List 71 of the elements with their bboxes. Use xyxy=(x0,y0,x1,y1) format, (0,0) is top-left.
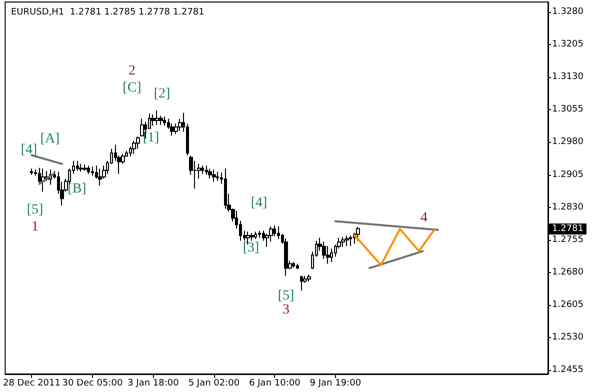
annotation: [5] xyxy=(26,202,44,218)
x-tick-label: 28 Dec 2011 xyxy=(2,378,60,388)
candlestick xyxy=(326,245,330,264)
y-tick-label: 1.3205 xyxy=(552,40,584,50)
candlestick xyxy=(296,263,299,270)
candlestick xyxy=(98,168,102,186)
candlestick xyxy=(277,226,280,240)
annotation: [5] xyxy=(278,288,294,304)
annotation: [B] xyxy=(68,182,86,196)
candlestick xyxy=(87,165,90,174)
y-tick-label: 1.2530 xyxy=(552,332,584,343)
x-tick-label: 9 Jan 19:00 xyxy=(310,378,362,388)
y-tick-label: 1.2980 xyxy=(552,137,584,148)
y-tick-label: 1.2830 xyxy=(552,202,584,212)
annotation: [C] xyxy=(122,80,142,96)
annotation: [3] xyxy=(242,240,260,256)
candlestick xyxy=(174,123,178,134)
candlestick xyxy=(151,114,155,126)
candlestick xyxy=(322,241,326,260)
candlestick xyxy=(349,235,352,246)
candlestick xyxy=(132,140,136,154)
line-series xyxy=(353,228,436,266)
candlestick xyxy=(307,274,311,282)
annotation: [A] xyxy=(40,132,60,146)
candlestick xyxy=(170,123,174,136)
candlestick xyxy=(30,168,33,176)
annotation: 1 xyxy=(32,220,38,234)
candlestick xyxy=(356,226,360,242)
candlestick xyxy=(91,166,94,176)
candlestick xyxy=(212,169,216,182)
candlestick xyxy=(76,160,79,172)
candlestick xyxy=(300,275,303,292)
candlestick xyxy=(341,236,345,248)
candlestick xyxy=(83,164,87,172)
annotation: [4] xyxy=(20,142,38,158)
x-tick-label: 3 Jan 18:00 xyxy=(128,378,180,388)
candlestick xyxy=(284,238,288,276)
annotation: [2] xyxy=(154,86,170,102)
y-tick-label: 1.3130 xyxy=(552,72,584,82)
y-tick-label: 1.3055 xyxy=(552,104,584,115)
y-tick-label: 1.2605 xyxy=(552,300,584,310)
candlestick xyxy=(205,165,208,176)
candlestick xyxy=(258,230,261,238)
candlestick xyxy=(224,168,227,210)
candlestick xyxy=(140,118,144,138)
candlestick xyxy=(79,163,83,172)
annotation: 2 xyxy=(128,64,136,78)
candlestick xyxy=(163,116,166,126)
text: 1.2781 xyxy=(552,224,584,234)
y-tick-label: 1.2680 xyxy=(552,267,584,278)
y-tick-label: 1.3280 xyxy=(552,6,584,17)
candlestick xyxy=(155,110,159,126)
annotation: [4] xyxy=(250,196,268,210)
candlestick xyxy=(330,248,333,263)
candlestick xyxy=(250,232,254,242)
candlestick xyxy=(201,165,204,174)
text: EURUSD,H1 1.2781 1.2785 1.2778 1.2781 xyxy=(11,8,204,18)
x-tick-label: 5 Jan 02:00 xyxy=(188,378,240,388)
candlestick xyxy=(208,168,212,180)
y-tick-label: 1.2455 xyxy=(552,365,584,376)
y-tick-label: 1.2755 xyxy=(552,234,584,245)
annotation: 3 xyxy=(282,302,290,318)
candlestick xyxy=(345,235,349,246)
x-tick-label: 6 Jan 10:00 xyxy=(249,378,301,388)
y-tick-label: 1.2905 xyxy=(552,170,584,180)
candlestick xyxy=(254,231,257,240)
candlestick xyxy=(216,171,219,182)
candlestick xyxy=(292,262,295,268)
annotation: 4 xyxy=(420,210,428,226)
x-tick-label: 30 Dec 05:00 xyxy=(62,378,124,388)
annotation: [1] xyxy=(142,130,160,146)
